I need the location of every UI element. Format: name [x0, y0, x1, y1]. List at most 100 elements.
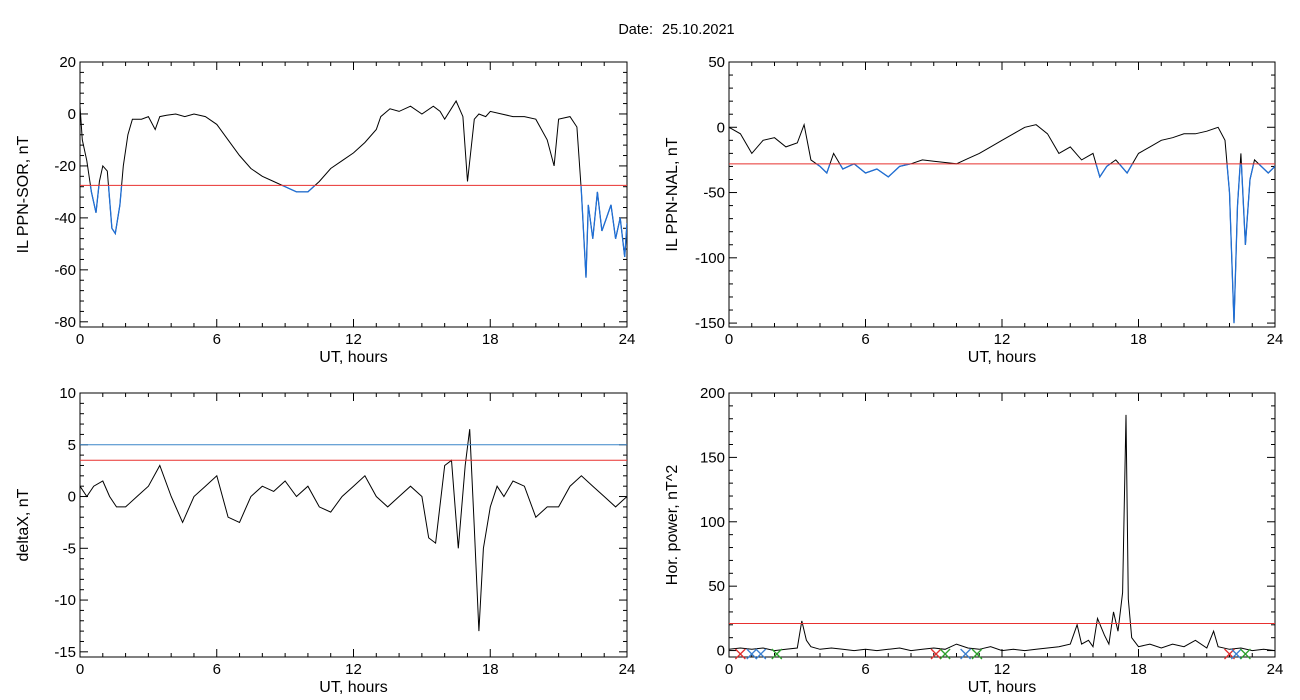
x-tick-label: 24 — [1267, 661, 1284, 678]
x-tick-label: 18 — [482, 661, 499, 678]
x-marker-red — [734, 648, 746, 660]
x-tick-label: 18 — [1130, 331, 1147, 348]
y-tick-label: -100 — [695, 250, 725, 267]
below-threshold-segment — [107, 185, 123, 236]
x-tick-label: 0 — [76, 661, 84, 678]
below-threshold-segment — [853, 163, 912, 178]
x-axis-title: UT, hours — [319, 679, 387, 696]
y-tick-label: -5 — [63, 540, 76, 557]
x-marker-green — [1239, 648, 1251, 660]
y-tick-label: 20 — [59, 54, 76, 71]
y-tick-label: 150 — [700, 449, 725, 466]
x-tick-label: 0 — [725, 661, 733, 678]
x-marker-stroke — [930, 648, 942, 660]
series-line — [80, 429, 627, 632]
y-tick-label: 50 — [708, 54, 725, 71]
x-tick-label: 24 — [619, 331, 636, 348]
plot-frame — [79, 392, 628, 658]
x-axis-title: UT, hours — [968, 349, 1036, 366]
y-tick-label: -15 — [54, 644, 76, 661]
y-axis-title: deltaX, nT — [15, 488, 32, 561]
plot-frame — [728, 392, 1276, 658]
below-threshold-segment — [580, 185, 627, 278]
y-tick-label: -60 — [54, 262, 76, 279]
x-tick-label: 24 — [619, 661, 636, 678]
x-marker-stroke — [771, 648, 783, 660]
x-tick-label: 0 — [76, 331, 84, 348]
y-tick-label: -10 — [54, 592, 76, 609]
y-tick-label: -50 — [703, 185, 725, 202]
below-threshold-segment — [816, 163, 831, 175]
series-line — [729, 122, 1275, 324]
below-threshold-segment — [1240, 163, 1255, 245]
plot-data — [729, 122, 1275, 324]
y-axis-title: IL PPN-NAL, nT — [664, 137, 681, 251]
panel-il-ppn-nal: 0 6 12 18 24 50 0 -50 -100 -150 UT, hours IL PPN-NA… — [664, 54, 1283, 366]
y-tick-label: 50 — [708, 578, 725, 595]
below-threshold-segment — [839, 163, 855, 170]
x-marker-blue — [1230, 648, 1242, 660]
y-tick-label: 0 — [717, 643, 725, 660]
y-tick-label: -150 — [695, 315, 725, 332]
x-marker-stroke — [1230, 648, 1242, 660]
x-tick-label: 6 — [861, 331, 869, 348]
below-threshold-segment — [1118, 163, 1133, 175]
x-marker-stroke — [1239, 648, 1251, 660]
y-tick-label: 5 — [68, 437, 76, 454]
x-tick-label: 18 — [482, 331, 499, 348]
x-marker-green — [939, 648, 951, 660]
below-threshold-segment — [282, 184, 316, 193]
x-marker-stroke — [746, 648, 758, 660]
plot-frame — [79, 61, 628, 328]
below-threshold-segment — [89, 185, 100, 213]
below-threshold-segment — [1095, 163, 1111, 179]
x-marker-stroke — [960, 648, 972, 660]
y-tick-label: 100 — [700, 514, 725, 531]
x-marker-blue — [960, 648, 972, 660]
x-tick-label: 6 — [213, 661, 221, 678]
plot-frame — [728, 61, 1276, 328]
x-tick-label: 0 — [725, 331, 733, 348]
y-tick-label: 0 — [68, 489, 76, 506]
x-tick-label: 12 — [994, 661, 1011, 678]
y-tick-label: -40 — [54, 210, 76, 227]
x-tick-label: 24 — [1267, 331, 1284, 348]
series-line — [729, 414, 1275, 652]
x-tick-label: 12 — [994, 331, 1011, 348]
x-marker-green — [971, 648, 983, 660]
panel-il-ppn-sor: 0 6 12 18 24 20 0 -20 -40 -60 -80 UT, hours IL PPN-S… — [15, 54, 635, 366]
below-threshold-segment — [1258, 163, 1275, 174]
y-tick-label: -80 — [54, 314, 76, 331]
x-marker-stroke — [755, 648, 767, 660]
plot-data — [80, 429, 627, 632]
x-marker-blue — [746, 648, 758, 660]
x-tick-label: 12 — [345, 661, 362, 678]
x-tick-label: 6 — [213, 331, 221, 348]
x-marker-blue — [755, 648, 767, 660]
series-line — [80, 99, 627, 278]
y-tick-label: -20 — [54, 158, 76, 175]
plot-data — [729, 414, 1275, 652]
y-tick-label: 0 — [68, 106, 76, 123]
x-tick-label: 12 — [345, 331, 362, 348]
x-marker-red — [930, 648, 942, 660]
y-axis-title: IL PPN-SOR, nT — [15, 135, 32, 253]
x-marker-stroke — [939, 648, 951, 660]
figure-date: 25.10.2021 — [662, 22, 735, 38]
y-axis-title: Hor. power, nT^2 — [664, 465, 681, 586]
panel-hor-power: 0 6 12 18 24 200 150 100 50 0 UT, hours Hor. power,… — [664, 385, 1283, 696]
x-marker-green — [771, 648, 783, 660]
y-tick-label: 0 — [717, 119, 725, 136]
x-axis-title: UT, hours — [319, 349, 387, 366]
x-marker-stroke — [971, 648, 983, 660]
figure-title-prefix: Date: — [618, 22, 653, 38]
x-tick-label: 6 — [861, 661, 869, 678]
below-threshold-segment — [1226, 163, 1241, 324]
panel-deltax: 0 6 12 18 24 10 5 0 -5 -10 -15 UT, hours deltaX, nT — [15, 385, 635, 696]
x-marker-stroke — [734, 648, 746, 660]
plot-data — [80, 99, 627, 278]
y-tick-label: 10 — [59, 385, 76, 402]
y-tick-label: 200 — [700, 385, 725, 402]
x-tick-label: 18 — [1130, 661, 1147, 678]
